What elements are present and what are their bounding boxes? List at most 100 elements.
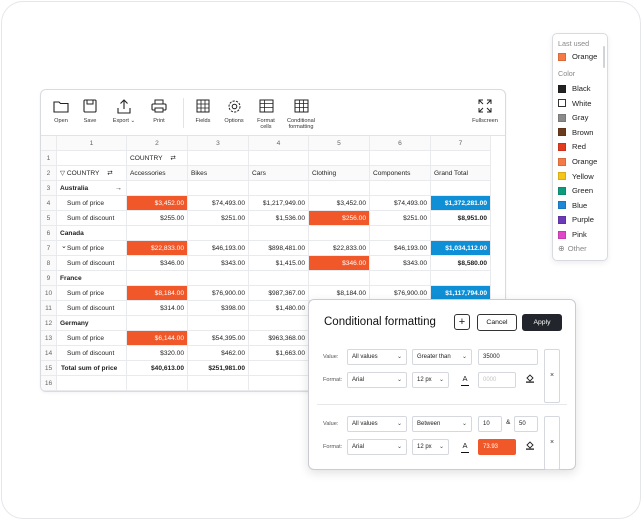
table-cell[interactable]: $1,372,281.00 xyxy=(431,196,491,211)
table-cell[interactable]: $22,833.00 xyxy=(127,241,188,256)
table-cell[interactable] xyxy=(127,376,188,391)
table-cell[interactable]: $3,452.00 xyxy=(309,196,370,211)
color-option-yellow[interactable]: Yellow xyxy=(558,172,594,181)
text-color-icon[interactable]: A xyxy=(458,373,472,387)
table-cell[interactable]: $1,480.00 xyxy=(249,301,309,316)
table-cell[interactable] xyxy=(431,181,491,196)
fullscreen-button[interactable]: Fullscreen xyxy=(465,98,505,124)
table-cell[interactable] xyxy=(370,181,431,196)
table-cell[interactable]: $963,368.00 xyxy=(249,331,309,346)
text-color-icon[interactable]: A xyxy=(458,440,472,454)
fields-button[interactable]: Fields xyxy=(183,98,223,124)
table-cell[interactable] xyxy=(431,226,491,241)
rule2-remove-button[interactable]: × xyxy=(544,416,560,470)
color-option-orange[interactable]: Orange xyxy=(558,157,597,166)
color-option-red[interactable]: Red xyxy=(558,142,586,151)
table-cell[interactable] xyxy=(188,181,249,196)
rule2-value-from-input[interactable]: 10 xyxy=(478,416,502,432)
open-button[interactable]: Open xyxy=(41,98,81,124)
row-group-label[interactable]: Australia xyxy=(57,181,127,196)
rule1-field-select[interactable]: All values ⌄ xyxy=(347,349,407,365)
table-cell[interactable] xyxy=(188,391,249,392)
rule2-field-select[interactable]: All values ⌄ xyxy=(347,416,407,432)
table-cell[interactable] xyxy=(127,226,188,241)
row-filter-country[interactable]: ▽ COUNTRY ⇄ xyxy=(57,166,127,181)
rule1-remove-button[interactable]: × xyxy=(544,349,560,403)
table-cell[interactable]: $40,613.00 xyxy=(127,361,188,376)
other-color-option[interactable]: ⊕ Other xyxy=(558,244,587,253)
column-header[interactable]: Bikes xyxy=(188,166,249,181)
last-used-color[interactable]: Orange xyxy=(558,52,597,61)
color-option-brown[interactable]: Brown xyxy=(558,128,594,137)
table-cell[interactable]: $1,536.00 xyxy=(249,211,309,226)
table-cell[interactable]: $1,217,949.00 xyxy=(249,196,309,211)
table-cell[interactable]: $251.00 xyxy=(370,211,431,226)
conditional-formatting-button[interactable]: Conditional formatting xyxy=(281,98,321,131)
table-cell[interactable] xyxy=(370,226,431,241)
table-cell[interactable]: $462.00 xyxy=(188,346,249,361)
column-header[interactable]: Components xyxy=(370,166,431,181)
table-cell[interactable] xyxy=(249,181,309,196)
fill-color-icon[interactable] xyxy=(523,373,537,387)
table-cell[interactable] xyxy=(249,376,309,391)
column-header[interactable]: Cars xyxy=(249,166,309,181)
options-button[interactable]: Options xyxy=(214,98,254,124)
table-cell[interactable]: $343.00 xyxy=(370,256,431,271)
table-cell[interactable] xyxy=(127,271,188,286)
table-cell[interactable]: $898,481.00 xyxy=(249,241,309,256)
table-cell[interactable]: $8,951.00 xyxy=(431,211,491,226)
add-rule-button[interactable]: + xyxy=(454,314,470,330)
table-cell[interactable]: $256.00 xyxy=(309,211,370,226)
rule2-value-to-input[interactable]: 50 xyxy=(514,416,538,432)
table-cell[interactable] xyxy=(127,181,188,196)
cancel-button[interactable]: Cancel xyxy=(477,314,517,331)
fill-color-icon[interactable] xyxy=(523,440,537,454)
table-cell[interactable] xyxy=(188,376,249,391)
table-cell[interactable]: $251.00 xyxy=(188,211,249,226)
table-cell[interactable] xyxy=(127,316,188,331)
table-cell[interactable] xyxy=(188,226,249,241)
rule2-operator-select[interactable]: Between ⌄ xyxy=(412,416,472,432)
export-button[interactable]: Export ⌄ xyxy=(104,98,144,124)
table-cell[interactable] xyxy=(188,271,249,286)
color-option-blue[interactable]: Blue xyxy=(558,201,587,210)
color-option-green[interactable]: Green xyxy=(558,186,593,195)
table-cell[interactable]: $74,493.00 xyxy=(188,196,249,211)
column-header[interactable]: Grand Total xyxy=(431,166,491,181)
save-button[interactable]: Save xyxy=(70,98,110,124)
column-header[interactable]: Clothing xyxy=(309,166,370,181)
table-cell[interactable]: $346.00 xyxy=(127,256,188,271)
chevron-down-icon[interactable]: ⌄ xyxy=(61,243,67,250)
table-cell[interactable]: $74,493.00 xyxy=(370,196,431,211)
table-cell[interactable]: $8,184.00 xyxy=(127,286,188,301)
table-cell[interactable]: $22,833.00 xyxy=(309,241,370,256)
table-cell[interactable]: $1,415.00 xyxy=(249,256,309,271)
table-cell[interactable]: $1,663.00 xyxy=(249,346,309,361)
table-cell[interactable] xyxy=(249,226,309,241)
color-option-purple[interactable]: Purple xyxy=(558,215,594,224)
table-cell[interactable]: $46,193.00 xyxy=(370,241,431,256)
row-group-label[interactable]: France xyxy=(57,271,127,286)
table-cell[interactable]: $54,395.00 xyxy=(188,331,249,346)
rule1-font-select[interactable]: Arial ⌄ xyxy=(347,372,407,388)
table-cell[interactable]: $6,094.00 xyxy=(249,391,309,392)
table-cell[interactable]: $76,900.00 xyxy=(188,286,249,301)
rule1-value-input[interactable]: 35000 xyxy=(478,349,538,365)
color-option-pink[interactable]: Pink xyxy=(558,230,587,239)
table-cell[interactable]: $8,580.00 xyxy=(431,256,491,271)
color-option-black[interactable]: Black xyxy=(558,84,591,93)
table-cell[interactable]: $1,034,112.00 xyxy=(431,241,491,256)
table-cell[interactable] xyxy=(127,391,188,392)
rule2-size-select[interactable]: 12 px ⌄ xyxy=(412,439,449,455)
arrow-right-icon[interactable]: → xyxy=(115,185,122,192)
table-cell[interactable]: $251,981.00 xyxy=(188,361,249,376)
table-cell[interactable] xyxy=(309,181,370,196)
table-cell[interactable] xyxy=(249,361,309,376)
table-cell[interactable] xyxy=(249,271,309,286)
row-group-label[interactable]: Germany xyxy=(57,316,127,331)
apply-button[interactable]: Apply xyxy=(522,314,562,331)
table-cell[interactable]: $398.00 xyxy=(188,301,249,316)
table-cell[interactable]: $46,193.00 xyxy=(188,241,249,256)
row-group-label[interactable]: Canada xyxy=(57,226,127,241)
rule1-size-select[interactable]: 12 px ⌄ xyxy=(412,372,449,388)
